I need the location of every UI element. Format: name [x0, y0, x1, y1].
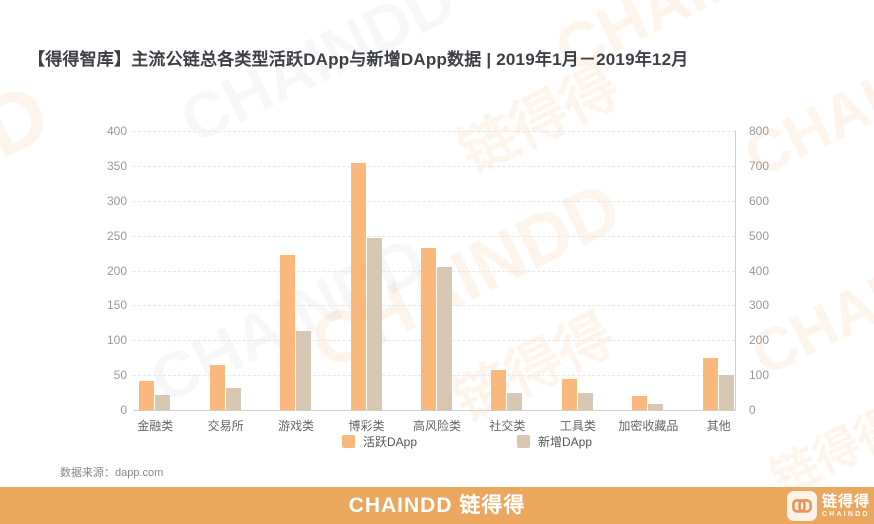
bar-new-dapp: [718, 375, 734, 410]
legend-label: 新增DApp: [538, 435, 593, 449]
y-axis-tick-left: 0: [120, 403, 127, 417]
bar-active-dapp: [491, 369, 507, 410]
x-axis-label: 社交类: [489, 419, 526, 433]
chaindd-logo-badge: [786, 490, 817, 521]
chain-link-icon: [792, 498, 812, 513]
gridline: [133, 235, 735, 237]
chaindd-logo: 链得得 CHAINDD: [786, 490, 870, 521]
chaindd-logo-text: 链得得 CHAINDD: [822, 494, 870, 518]
bar-active-dapp: [702, 358, 718, 410]
page-title: 【得得智库】主流公链总各类型活跃DApp与新增DApp数据 | 2019年1月－…: [28, 50, 689, 69]
bar-active-dapp: [561, 378, 577, 410]
y-axis-tick-left: 300: [106, 193, 127, 208]
bar-new-dapp: [366, 238, 382, 410]
bar-new-dapp: [577, 392, 593, 410]
y-axis-tick-left: 50: [113, 368, 127, 383]
y-axis-tick-right: 500: [749, 228, 770, 243]
y-axis-tick-right: 100: [749, 368, 770, 383]
x-axis-label: 加密收藏品: [618, 419, 679, 433]
y-axis-tick-left: 100: [106, 333, 127, 348]
bar-active-dapp: [632, 396, 648, 410]
bar-active-dapp: [139, 381, 155, 410]
x-axis-label: 高风险类: [412, 419, 462, 433]
bar-active-dapp: [209, 364, 225, 410]
y-axis-tick-left: 200: [106, 263, 127, 278]
x-axis-label: 其他: [706, 419, 731, 433]
bar-new-dapp: [648, 403, 664, 410]
y-axis-tick-left: 250: [106, 228, 127, 243]
legend-swatch: [341, 435, 355, 448]
y-axis-tick-right: 200: [749, 333, 770, 348]
legend-swatch: [517, 435, 530, 448]
legend-label: 活跃DApp: [362, 435, 417, 449]
gridline: [133, 131, 735, 132]
footer-bar: CHAINDD 链得得 链得得 CHAINDD: [0, 487, 874, 524]
watermark-text: CHAINDD: [0, 64, 64, 320]
logo-en-text: CHAINDD: [821, 510, 870, 518]
bar-active-dapp: [280, 255, 296, 410]
x-axis-label: 金融类: [137, 419, 174, 433]
bar-new-dapp: [437, 267, 452, 410]
y-axis-tick-right: 400: [749, 263, 770, 278]
x-axis-label: 博彩类: [348, 419, 385, 433]
legend-item-new-dapp[interactable]: 新增DApp: [517, 433, 592, 450]
logo-cn-text: 链得得: [821, 492, 870, 510]
y-axis-tick-left: 400: [106, 124, 127, 138]
x-axis-label: 交易所: [207, 419, 244, 433]
y-axis-tick-left: 350: [106, 158, 127, 173]
bar-new-dapp: [225, 388, 241, 410]
x-axis-label: 工具类: [559, 419, 596, 433]
y-axis-tick-right: 300: [749, 298, 770, 313]
gridline: [133, 165, 735, 167]
y-axis-tick-right: 700: [749, 158, 770, 173]
y-axis-tick-right: 0: [749, 403, 756, 417]
y-axis-tick-right: 800: [749, 124, 770, 138]
chart-legend: 活跃DApp 新增DApp: [30, 433, 874, 450]
bar-active-dapp: [421, 247, 436, 410]
bar-new-dapp: [507, 393, 523, 410]
plot-area: [133, 131, 736, 411]
bar-new-dapp: [155, 394, 171, 410]
legend-item-active-dapp[interactable]: 活跃DApp: [341, 433, 417, 450]
data-source-note: 数据来源：dapp.com: [60, 467, 164, 479]
y-axis-tick-left: 150: [106, 298, 127, 313]
bar-new-dapp: [296, 330, 312, 410]
footer-brand-text: CHAINDD 链得得: [348, 494, 526, 517]
x-axis-label: 游戏类: [278, 419, 315, 433]
bar-active-dapp: [350, 163, 366, 410]
y-axis-tick-right: 600: [749, 193, 770, 208]
watermark-text: CHAINDD: [544, 0, 841, 87]
gridline: [133, 200, 735, 202]
